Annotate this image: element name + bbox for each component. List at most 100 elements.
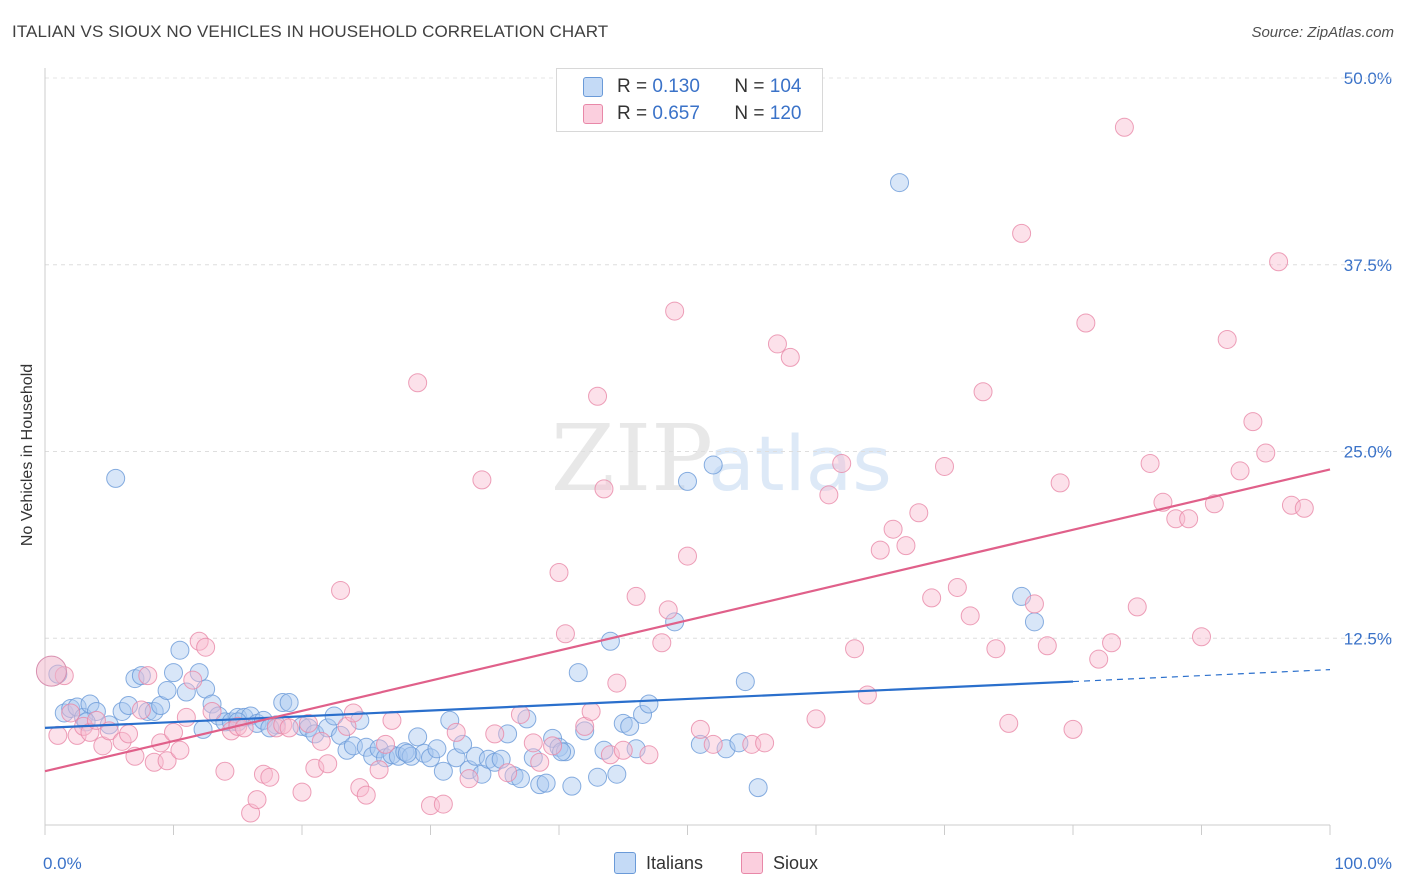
legend-row-italians: R = 0.130 N = 104 (583, 74, 801, 100)
sioux-point (350, 778, 370, 798)
sioux-point (1114, 117, 1134, 137)
sioux-point (703, 734, 723, 754)
italians-point (562, 776, 582, 796)
italians-point (600, 631, 620, 651)
sioux-point (588, 386, 608, 406)
legend-r-label: R = (617, 76, 648, 97)
sioux-point (555, 624, 575, 644)
sioux-point (176, 707, 196, 727)
italians-point (633, 704, 653, 724)
x-tick-label-min: 0.0% (43, 854, 82, 873)
italians-point (119, 695, 139, 715)
italians-point (106, 468, 126, 488)
italians-point (639, 694, 659, 714)
sioux-point (305, 758, 325, 778)
italians-point (189, 663, 209, 683)
italians-point (575, 721, 595, 741)
sioux-point (369, 760, 389, 780)
legend-n-label: N = (734, 103, 765, 124)
italians-point (273, 692, 293, 712)
sioux-point (382, 710, 402, 730)
sioux-point (1127, 597, 1147, 617)
sioux-point (331, 580, 351, 600)
sioux-point (170, 740, 190, 760)
sioux-point (183, 670, 203, 690)
sioux-point (48, 725, 68, 745)
sioux-point (543, 736, 563, 756)
sioux-point (472, 470, 492, 490)
sioux-point (131, 700, 151, 720)
sioux-point (485, 724, 505, 744)
italians-point (433, 761, 453, 781)
sioux-point (806, 709, 826, 729)
sioux-point (857, 685, 877, 705)
sioux-point (1230, 461, 1250, 481)
sioux-point (690, 719, 710, 739)
sioux-point (1140, 453, 1160, 473)
sioux-point (234, 718, 254, 738)
correlation-legend: R = 0.130 N = 104 R = 0.657 N = 120 (556, 68, 823, 132)
sioux-point (594, 479, 614, 499)
italians-point (138, 701, 158, 721)
sioux-point (767, 334, 787, 354)
y-tick-label: 37.5% (1344, 256, 1392, 275)
italians-point (176, 682, 196, 702)
sioux-point (498, 763, 518, 783)
italians-point (510, 769, 530, 789)
sioux-point (80, 722, 100, 742)
sioux-point (870, 540, 890, 560)
italians-point (588, 767, 608, 787)
series-legend-sioux[interactable]: Sioux (741, 852, 818, 874)
legend-n-value: 120 (769, 103, 802, 124)
legend-n-label: N = (734, 76, 765, 97)
legend-swatch-italians (583, 77, 603, 97)
sioux-point (973, 382, 993, 402)
sioux-point (376, 734, 396, 754)
italians-point (382, 745, 402, 765)
sioux-point (61, 703, 81, 723)
legend-r-value: 0.130 (652, 76, 700, 97)
sioux-point (138, 666, 158, 686)
sioux-point (356, 785, 376, 805)
sioux-point (999, 713, 1019, 733)
sioux-point (819, 485, 839, 505)
sioux-point (896, 536, 916, 556)
sioux-point (607, 673, 627, 693)
italians-point (536, 773, 556, 793)
series-legend-italians[interactable]: Italians (614, 852, 703, 874)
italians-point (1024, 612, 1044, 632)
sioux-point (247, 790, 267, 810)
sioux-point (1037, 636, 1057, 656)
italians-point (170, 640, 190, 660)
sioux-point (1024, 594, 1044, 614)
y-tick-label: 25.0% (1344, 443, 1392, 462)
sioux-point (780, 347, 800, 367)
sioux-point (1243, 412, 1263, 432)
sioux-point (1217, 329, 1237, 349)
sioux-point (157, 751, 177, 771)
sioux-point (581, 701, 601, 721)
italians-point (131, 666, 151, 686)
italians-point (157, 681, 177, 701)
italians-point (202, 694, 222, 714)
sioux-point (832, 453, 852, 473)
italians-point (678, 471, 697, 491)
sioux-point (523, 733, 543, 753)
italians-point (735, 672, 755, 692)
sioux-point (1269, 252, 1289, 272)
italians-point (440, 710, 460, 730)
italians-point (164, 663, 183, 683)
sioux-point (1204, 494, 1224, 514)
sioux-point (678, 546, 697, 566)
sioux-point (755, 733, 775, 753)
italians-point (80, 694, 100, 714)
sioux-point (1102, 633, 1122, 653)
sioux-point (459, 769, 479, 789)
italians-point (568, 663, 588, 683)
x-tick-label-max: 100.0% (1334, 854, 1392, 873)
italians-point (427, 739, 447, 759)
y-tick-label: 12.5% (1344, 629, 1392, 648)
italians-point (530, 775, 550, 795)
chart-title: ITALIAN VS SIOUX NO VEHICLES IN HOUSEHOL… (12, 22, 609, 41)
series-label-italians: Italians (646, 852, 704, 873)
